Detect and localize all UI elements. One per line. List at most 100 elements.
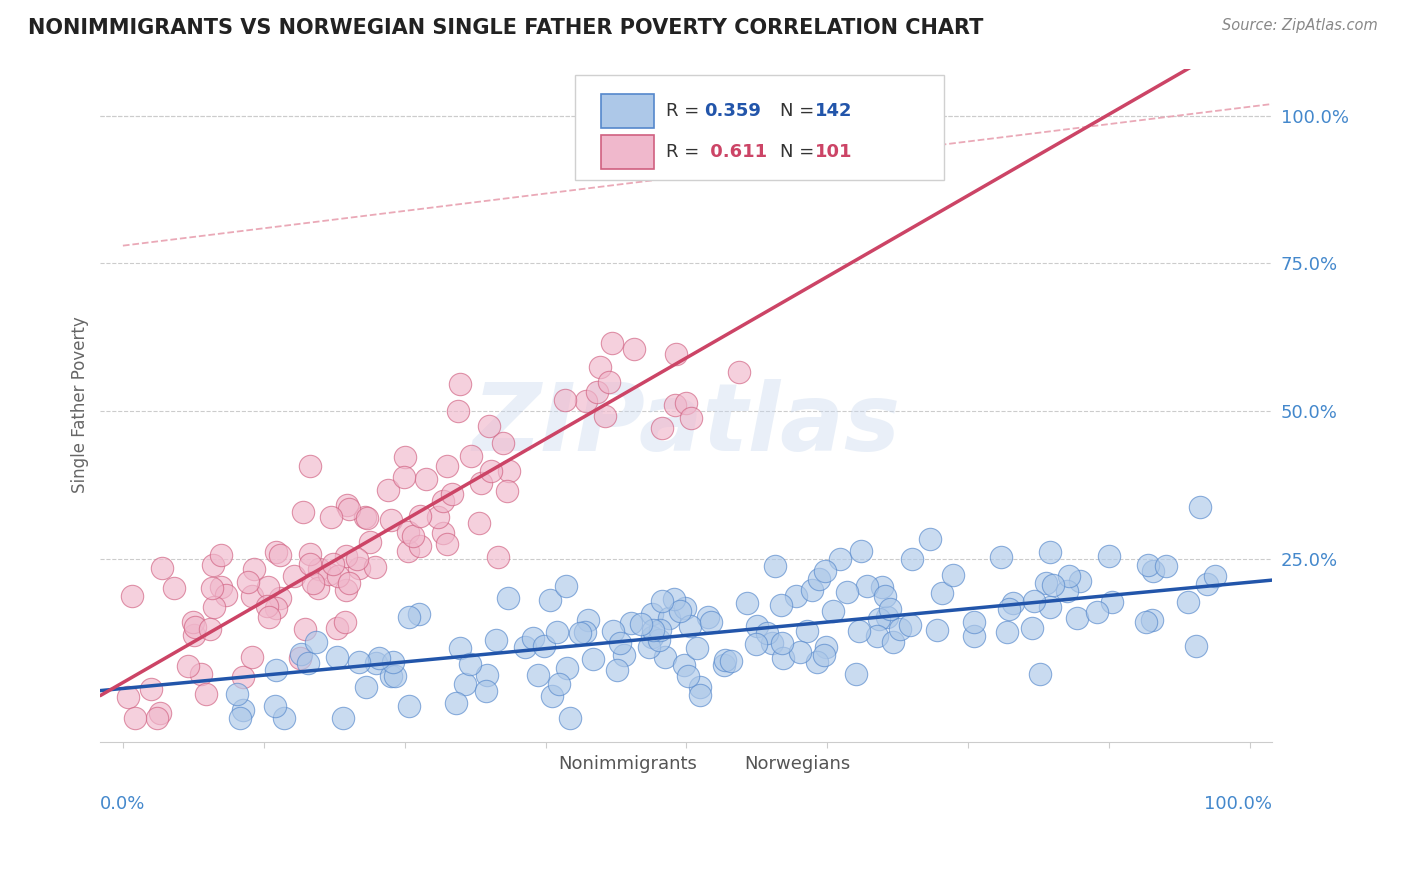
Point: [460, 449, 482, 463]
Point: [720, 654, 742, 668]
Point: [485, 632, 508, 647]
Point: [548, 677, 571, 691]
Point: [1035, 575, 1057, 590]
Point: [194, 687, 217, 701]
Point: [569, 626, 592, 640]
Point: [606, 663, 628, 677]
Point: [436, 537, 458, 551]
Point: [602, 624, 624, 639]
Point: [763, 559, 786, 574]
Point: [630, 617, 652, 632]
Point: [600, 336, 623, 351]
Point: [800, 582, 823, 597]
Point: [415, 472, 437, 486]
Point: [347, 561, 370, 575]
Text: NONIMMIGRANTS VS NORWEGIAN SINGLE FATHER POVERTY CORRELATION CHART: NONIMMIGRANTS VS NORWEGIAN SINGLE FATHER…: [28, 18, 983, 37]
Point: [264, 545, 287, 559]
Point: [356, 511, 378, 525]
Point: [257, 609, 280, 624]
Point: [335, 549, 357, 563]
Point: [575, 394, 598, 409]
Point: [318, 566, 340, 581]
Point: [468, 516, 491, 530]
Point: [770, 636, 793, 650]
Point: [229, 711, 252, 725]
Point: [882, 634, 904, 648]
Point: [301, 575, 323, 590]
Point: [513, 640, 536, 655]
Point: [432, 493, 454, 508]
Point: [821, 604, 844, 618]
Point: [990, 550, 1012, 565]
Point: [1069, 574, 1091, 588]
Point: [264, 664, 287, 678]
Point: [292, 505, 315, 519]
Point: [558, 711, 581, 725]
FancyBboxPatch shape: [600, 95, 654, 128]
Point: [202, 558, 225, 572]
Point: [651, 593, 673, 607]
Point: [1039, 600, 1062, 615]
Point: [326, 621, 349, 635]
Point: [354, 510, 377, 524]
Point: [651, 420, 673, 434]
Point: [498, 591, 520, 605]
Point: [868, 612, 890, 626]
Point: [297, 656, 319, 670]
Point: [665, 347, 688, 361]
Point: [815, 640, 838, 654]
Point: [806, 656, 828, 670]
Point: [232, 670, 254, 684]
Text: Nonimmigrants: Nonimmigrants: [558, 755, 697, 772]
Point: [664, 398, 686, 412]
Point: [595, 409, 617, 423]
Point: [554, 392, 576, 407]
Point: [873, 589, 896, 603]
Point: [150, 560, 173, 574]
Point: [1101, 595, 1123, 609]
Point: [673, 601, 696, 615]
Point: [183, 628, 205, 642]
Point: [269, 548, 291, 562]
Point: [925, 624, 948, 638]
Point: [308, 562, 330, 576]
Text: R =: R =: [666, 103, 706, 120]
Point: [576, 613, 599, 627]
Point: [209, 549, 232, 563]
Point: [146, 711, 169, 725]
Point: [336, 498, 359, 512]
Point: [294, 622, 316, 636]
Point: [920, 532, 942, 546]
Point: [866, 629, 889, 643]
Point: [785, 590, 807, 604]
Point: [354, 680, 377, 694]
Point: [427, 510, 450, 524]
Point: [1177, 595, 1199, 609]
Point: [713, 658, 735, 673]
Point: [689, 688, 711, 702]
Point: [1021, 622, 1043, 636]
Point: [814, 564, 837, 578]
Point: [879, 602, 901, 616]
FancyBboxPatch shape: [505, 753, 550, 779]
Point: [396, 524, 419, 539]
Point: [648, 633, 671, 648]
Point: [1039, 544, 1062, 558]
Point: [1042, 578, 1064, 592]
Point: [658, 611, 681, 625]
Point: [398, 699, 420, 714]
Point: [326, 569, 349, 583]
Point: [1204, 569, 1226, 583]
Point: [449, 640, 471, 655]
Point: [283, 569, 305, 583]
Point: [1028, 666, 1050, 681]
Point: [522, 631, 544, 645]
Text: Source: ZipAtlas.com: Source: ZipAtlas.com: [1222, 18, 1378, 33]
Point: [679, 618, 702, 632]
Point: [449, 377, 471, 392]
Point: [849, 544, 872, 558]
Point: [963, 615, 986, 629]
FancyBboxPatch shape: [690, 753, 734, 779]
FancyBboxPatch shape: [600, 136, 654, 169]
Point: [364, 656, 387, 670]
